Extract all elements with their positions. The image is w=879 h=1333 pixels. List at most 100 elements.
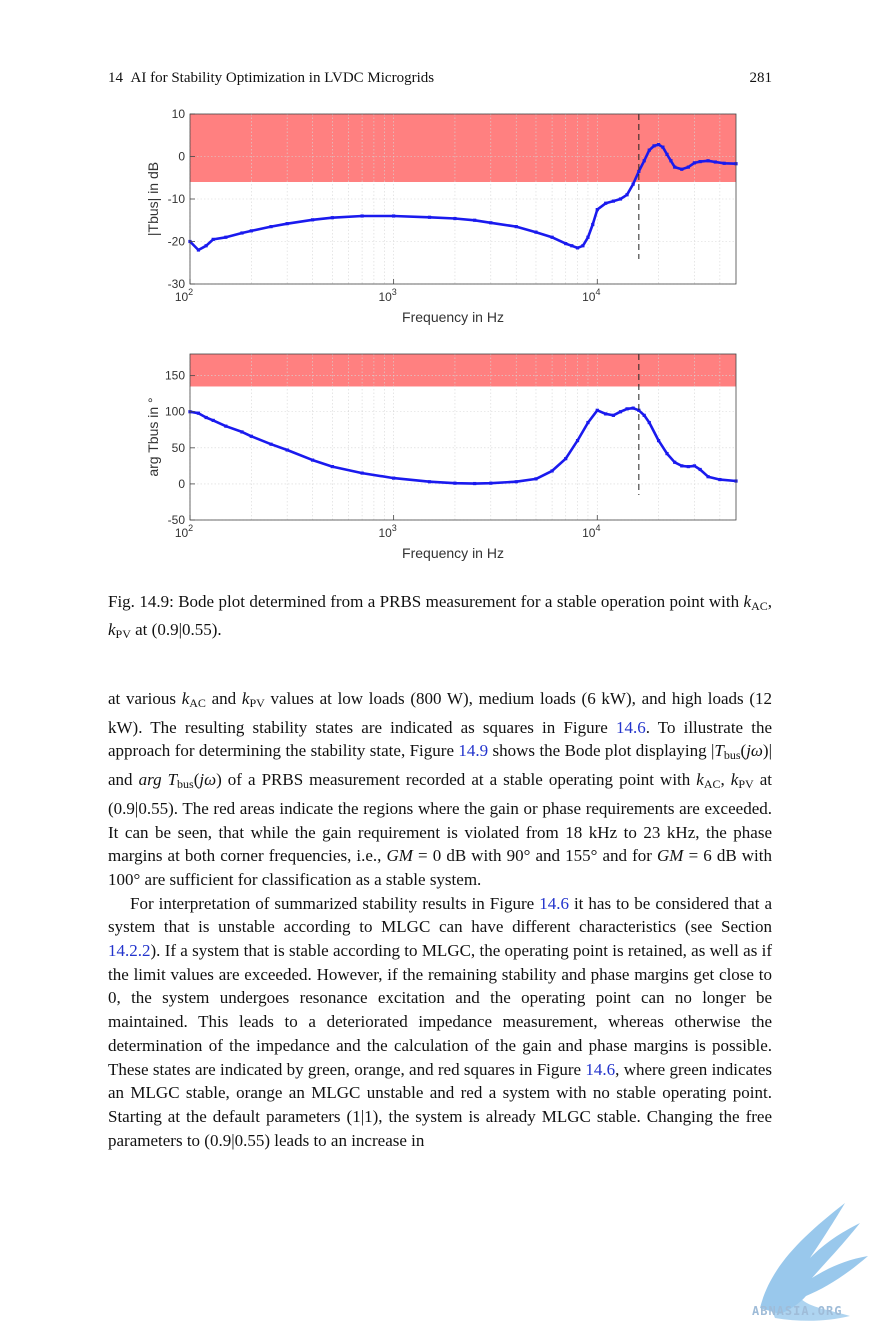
watermark-text: ABNASIA.ORG — [752, 1304, 843, 1318]
data-point — [360, 471, 364, 475]
y-tick-label: 100 — [165, 405, 185, 419]
data-point — [611, 199, 615, 203]
data-point — [330, 464, 334, 469]
cross-reference-link[interactable]: 14.6 — [539, 893, 569, 913]
data-point — [196, 248, 201, 252]
data-point — [652, 144, 656, 148]
data-point — [669, 159, 673, 163]
data-point — [665, 452, 669, 456]
data-point — [392, 214, 396, 218]
cross-reference-link[interactable]: 14.6 — [615, 717, 646, 737]
data-point — [392, 476, 396, 480]
data-point — [570, 244, 574, 248]
data-point — [240, 231, 244, 235]
x-tick-exponent: 4 — [595, 523, 600, 533]
data-point — [427, 215, 432, 219]
body-text: at various kAC and kPV values at low loa… — [108, 687, 772, 1152]
caption-sub-ac: AC — [751, 599, 768, 613]
data-point — [637, 408, 641, 412]
paragraph-1: at various kAC and kPV values at low loa… — [108, 687, 772, 892]
data-point — [611, 413, 615, 417]
data-point — [204, 415, 208, 420]
data-point — [473, 481, 477, 486]
x-tick-exponent: 3 — [392, 523, 397, 533]
data-point — [269, 225, 273, 229]
cross-reference-link[interactable]: 14.9 — [458, 741, 489, 761]
text-segment: , where green indicates an MLGC stable, … — [108, 1059, 772, 1150]
data-point — [311, 218, 315, 222]
data-point — [330, 216, 334, 220]
data-point — [285, 448, 289, 452]
x-tick-base: 10 — [378, 526, 392, 540]
running-header: 14 AI for Stability Optimization in LVDC… — [108, 70, 772, 87]
y-tick-label: 50 — [172, 441, 186, 455]
caption-k1: k — [743, 592, 752, 611]
data-point — [692, 161, 697, 165]
data-point — [692, 464, 697, 468]
y-tick-label: 10 — [172, 107, 186, 121]
caption-k2: k — [108, 620, 116, 639]
data-point — [656, 143, 661, 147]
paragraph-2: For interpretation of summarized stabili… — [108, 892, 772, 1153]
data-point — [564, 457, 568, 461]
text-segment: k — [730, 770, 739, 790]
data-point — [722, 161, 726, 165]
data-point — [604, 201, 608, 205]
y-axis-label: |Tbus| in dB — [145, 162, 161, 236]
data-point — [489, 481, 493, 485]
text-segment: AC — [703, 777, 721, 792]
text-segment: at various — [108, 689, 182, 708]
data-point — [604, 412, 608, 416]
x-tick-base: 10 — [582, 526, 596, 540]
x-tick-exponent: 2 — [188, 287, 193, 297]
text-segment: it has to be considered that a system th… — [108, 893, 772, 937]
data-point — [625, 193, 629, 197]
data-point — [698, 467, 702, 472]
text-segment: = 0 dB with 90° and 155° and for — [412, 846, 658, 866]
x-axis-label: Frequency in Hz — [402, 309, 504, 325]
data-point — [224, 235, 228, 239]
data-point — [550, 235, 554, 239]
plot-frame — [189, 353, 737, 521]
x-axis-label: Frequency in Hz — [402, 545, 504, 561]
data-point — [249, 434, 253, 438]
x-tick-exponent: 4 — [595, 287, 600, 297]
text-segment: ( — [193, 770, 200, 790]
text-segment: PV — [249, 696, 265, 710]
x-tick-base: 10 — [175, 290, 189, 304]
page-number: 281 — [749, 70, 773, 86]
text-segment: PV — [738, 777, 754, 792]
data-point — [595, 208, 599, 212]
data-point — [514, 225, 518, 229]
data-point — [453, 216, 457, 221]
text-segment: GM — [657, 846, 684, 866]
text-segment: bus — [177, 777, 194, 792]
text-segment: values at low loads (800 W), medium load… — [108, 689, 772, 737]
data-point — [240, 430, 244, 434]
y-tick-label: 150 — [165, 369, 185, 383]
cross-reference-link[interactable]: 14.2.2 — [108, 941, 151, 961]
data-point — [680, 167, 684, 171]
data-point — [249, 229, 253, 233]
data-point — [642, 159, 646, 163]
requirement-violation-region — [190, 114, 736, 182]
text-segment: AC — [189, 696, 206, 710]
cross-reference-link[interactable]: 14.6 — [585, 1059, 616, 1079]
caption-sub-pv: PV — [115, 627, 131, 641]
data-point — [642, 413, 646, 417]
caption-text-2: at (0.9|0.55). — [130, 620, 222, 639]
data-point — [514, 480, 518, 484]
text-segment: k — [181, 689, 190, 708]
text-segment: , — [720, 770, 731, 790]
data-point — [427, 480, 432, 484]
text-segment: jω — [746, 741, 763, 761]
x-tick-label: 104 — [582, 523, 600, 540]
data-point — [575, 439, 580, 443]
figure-caption: Fig. 14.9: Bode plot determined from a P… — [108, 590, 772, 646]
chapter-number: 14 — [108, 70, 123, 86]
y-tick-label: 0 — [178, 477, 185, 491]
x-tick-label: 102 — [175, 523, 193, 540]
text-segment: ). If a system that is stable according … — [108, 941, 772, 1079]
data-point — [595, 408, 599, 412]
